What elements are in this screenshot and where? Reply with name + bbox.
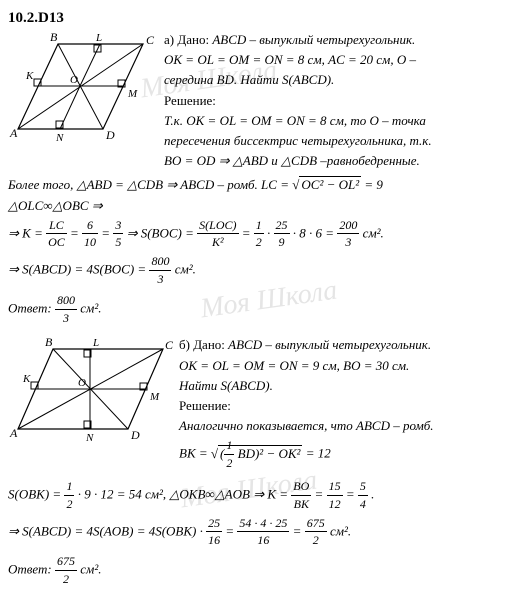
sol-b-3: S(OBK) = 12 · 9 · 12 = 54 см², △OKB∞△AOB… — [8, 478, 510, 513]
svg-text:M: M — [149, 391, 160, 403]
given-b-2: OK = OL = OM = ON = 9 см, BO = 30 см. — [179, 357, 510, 375]
given-a-3: середина BD. Найти S(ABCD). — [164, 71, 510, 89]
svg-text:D: D — [130, 428, 140, 442]
sol-a-3: BO = OD ⇒ △ABD и △CDB –равнобедренные. — [164, 152, 510, 170]
given-b-3: Найти S(ABCD). — [179, 377, 510, 395]
sol-b-2: BK = (12 BD)² − OK² = 12 — [179, 437, 510, 472]
svg-text:K: K — [25, 70, 34, 82]
sol-b-1: Аналогично показывается, что ABCD – ромб… — [179, 417, 510, 435]
sol-a-4: Более того, △ABD = △CDB ⇒ ABCD – ромб. L… — [8, 176, 510, 194]
answer-b: Ответ: 6752 см². — [8, 553, 510, 588]
sol-a-7: ⇒ S(ABCD) = 4S(BOC) = 8003 см². — [8, 253, 510, 288]
given-b-1: ABCD – выпуклый четырехугольник. — [228, 337, 431, 352]
solution-a-label: Решение: — [164, 92, 510, 110]
svg-text:C: C — [146, 33, 155, 47]
svg-text:O: O — [70, 74, 78, 86]
sol-a-1: Т.к. OK = OL = OM = ON = 8 см, то O – то… — [164, 112, 510, 130]
sol-a-2: пересечения биссектрис четырехугольника,… — [164, 132, 510, 150]
svg-text:B: B — [50, 30, 58, 44]
svg-text:K: K — [22, 373, 31, 385]
svg-text:M: M — [127, 88, 138, 100]
sol-b-4: ⇒ S(ABCD) = 4S(AOB) = 4S(OBK) · 2516 = 5… — [8, 515, 510, 550]
problem-header: 10.2.D13 — [8, 8, 510, 29]
svg-text:A: A — [9, 426, 18, 440]
svg-text:B: B — [45, 335, 53, 349]
svg-text:D: D — [105, 128, 115, 142]
given-a-1: ABCD – выпуклый четырехугольник. — [212, 32, 415, 47]
svg-text:N: N — [55, 132, 64, 144]
given-a-2: OK = OL = OM = ON = 8 см, AC = 20 см, O … — [164, 51, 510, 69]
svg-text:L: L — [92, 337, 99, 349]
sol-a-6: ⇒ K = LCOC = 610 = 35 ⇒ S(BOC) = S(LOC)K… — [8, 217, 510, 252]
answer-a: Ответ: 8003 см². — [8, 292, 510, 327]
svg-text:C: C — [165, 338, 173, 352]
solution-b-label: Решение: — [179, 397, 510, 415]
given-a-label: а) Дано: — [164, 32, 209, 47]
svg-text:N: N — [85, 432, 94, 444]
figure-a: A B C D K L M N O — [8, 29, 158, 151]
sol-a-5: △OLC∞△OBC ⇒ — [8, 197, 510, 215]
svg-text:L: L — [95, 32, 102, 44]
given-b-label: б) Дано: — [179, 337, 225, 352]
figure-b: A B C D K L M N O — [8, 334, 173, 451]
svg-text:O: O — [78, 377, 86, 389]
svg-text:A: A — [9, 126, 18, 140]
